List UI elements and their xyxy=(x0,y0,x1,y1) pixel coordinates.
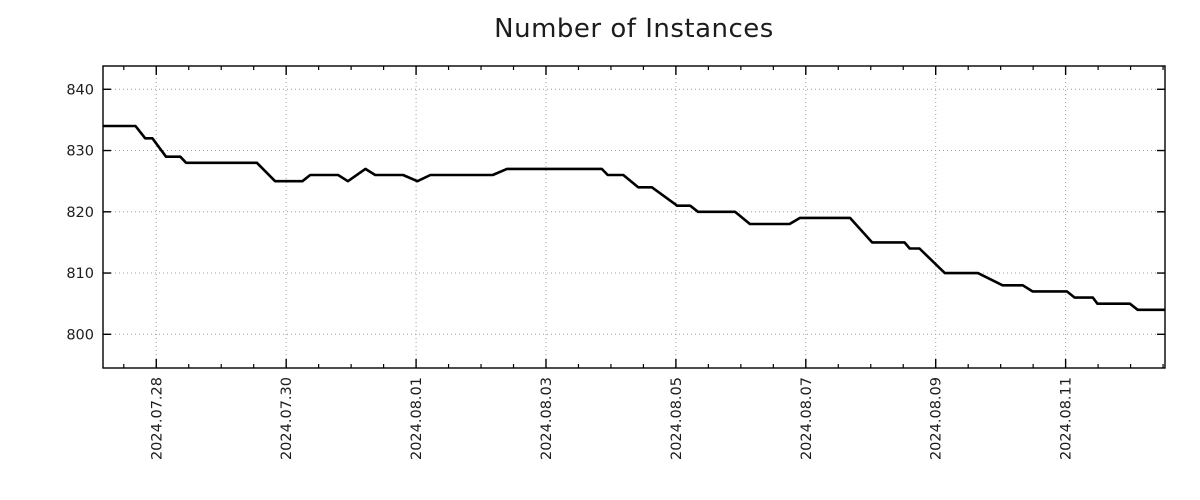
x-tick-label: 2024.08.07 xyxy=(799,377,815,460)
y-tick-label: 810 xyxy=(66,266,94,282)
x-tick-label: 2024.08.09 xyxy=(929,377,945,460)
y-tick-label: 840 xyxy=(66,82,94,98)
x-tick-label: 2024.08.11 xyxy=(1059,377,1075,460)
x-tick-label: 2024.07.28 xyxy=(149,377,165,460)
x-tick-label: 2024.08.05 xyxy=(669,377,685,460)
x-tick-label: 2024.08.01 xyxy=(409,377,425,460)
x-tick-label: 2024.07.30 xyxy=(279,377,295,460)
x-tick-label: 2024.08.03 xyxy=(539,377,555,460)
y-tick-label: 830 xyxy=(66,144,94,160)
y-tick-label: 800 xyxy=(66,327,94,343)
plot-frame xyxy=(102,65,1166,369)
series-line xyxy=(103,124,1165,312)
chart-title: Number of Instances xyxy=(494,14,774,44)
y-tick-label: 820 xyxy=(66,205,94,221)
